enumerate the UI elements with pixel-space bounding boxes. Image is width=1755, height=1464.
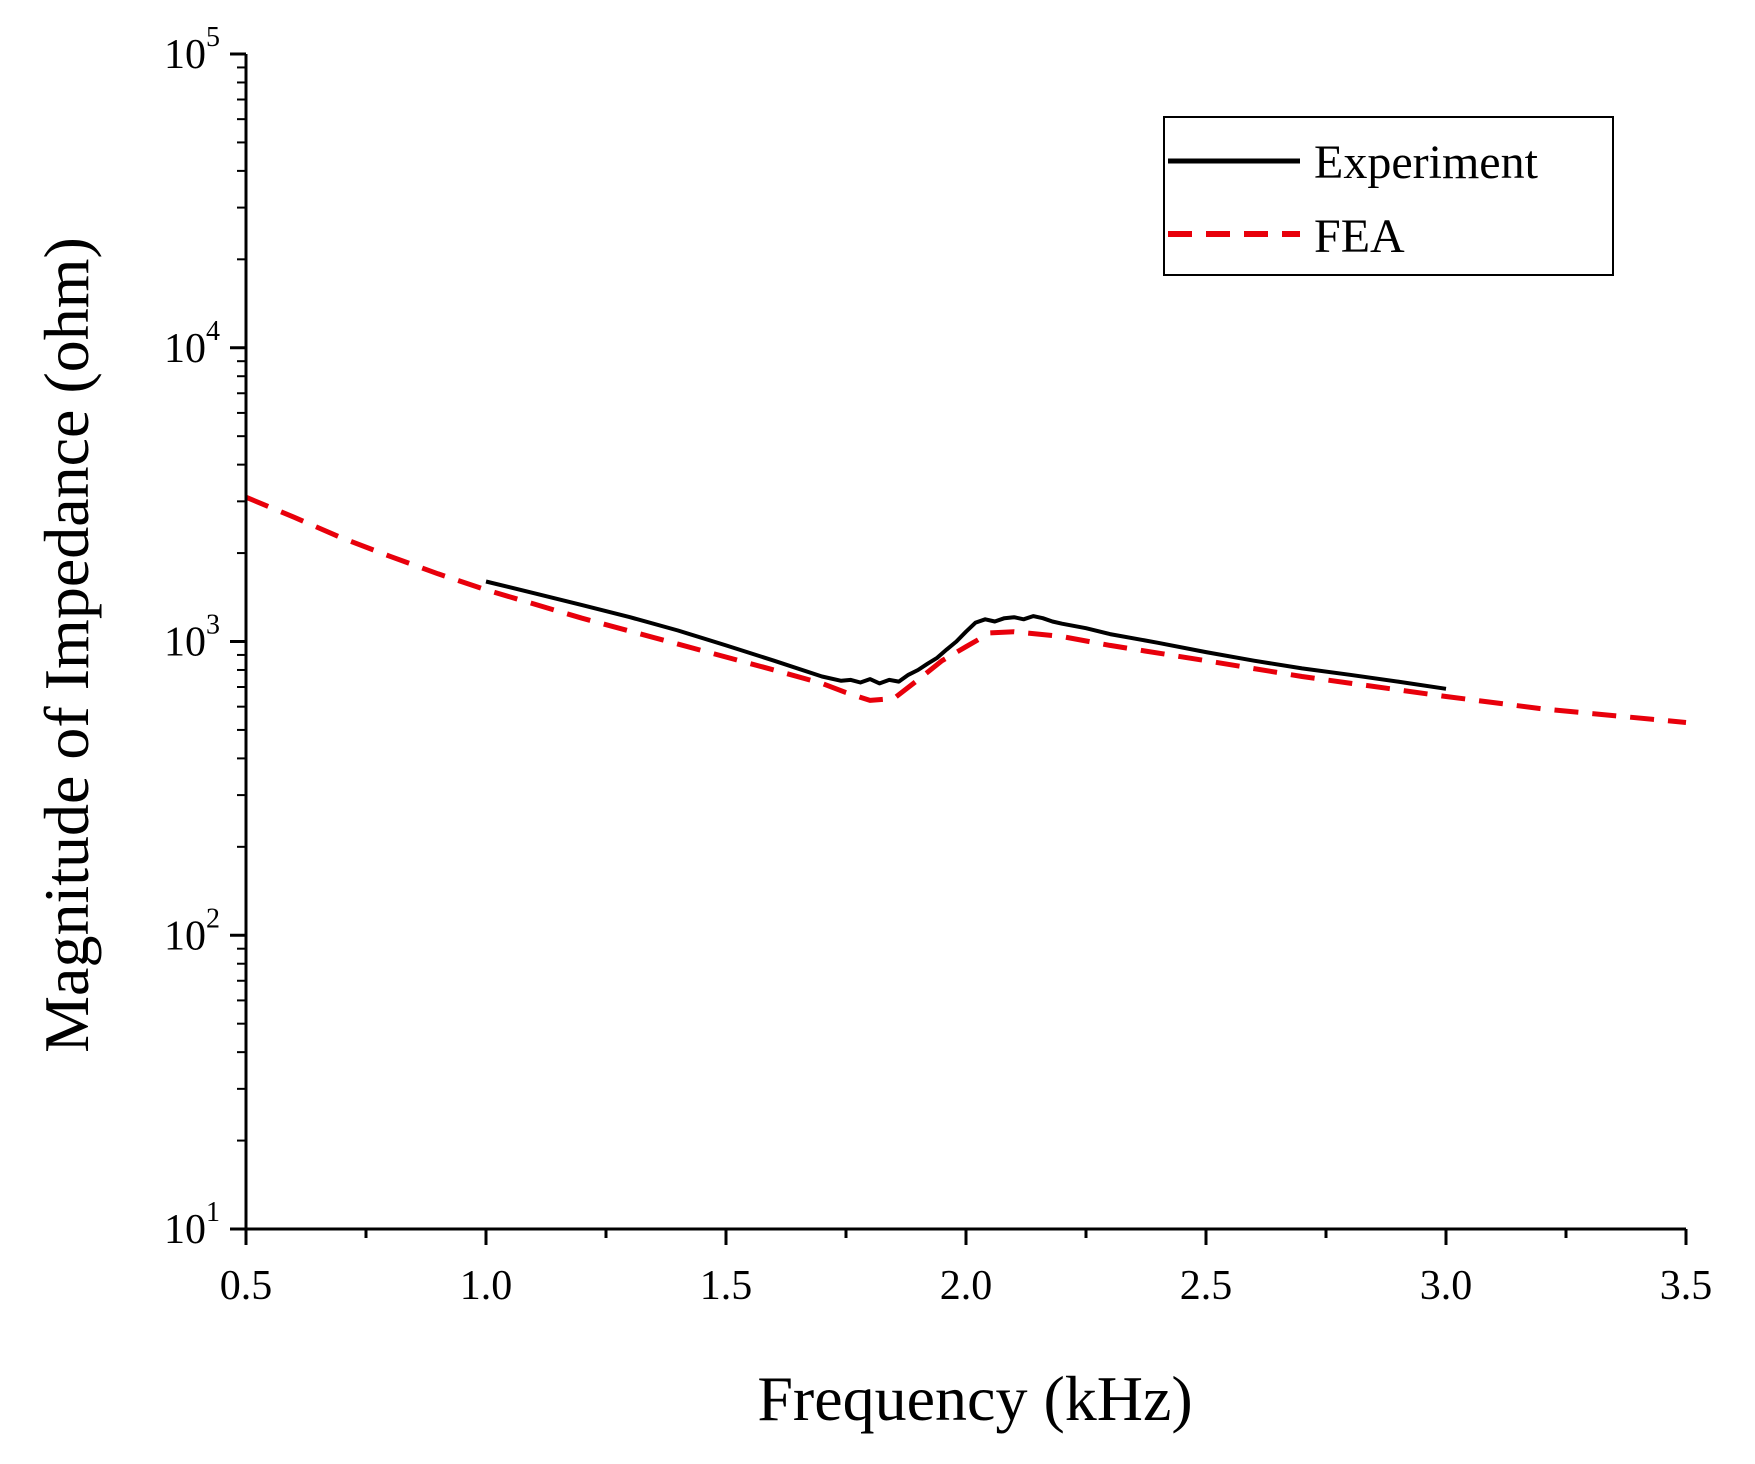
legend-label-fea: FEA: [1314, 210, 1405, 263]
x-tick-label: 1.0: [460, 1263, 513, 1309]
y-axis-title: Magnitude of Impedance (ohm): [31, 237, 102, 1053]
y-tick-label: 103: [164, 610, 220, 666]
legend-label-experiment: Experiment: [1314, 136, 1539, 189]
y-tick-label: 104: [164, 316, 220, 372]
x-tick-label: 3.5: [1660, 1263, 1713, 1309]
x-tick-label: 3.0: [1420, 1263, 1473, 1309]
axes-layer: 0.5 1.0 1.5 2.0 2.5 3.0 3.5 101 102 103 104 105: [164, 22, 1712, 1309]
x-tick-label: 2.5: [1180, 1263, 1233, 1309]
y-tick-label: 102: [164, 903, 220, 959]
y-tick-label: 105: [164, 22, 220, 78]
y-tick-label: 101: [164, 1197, 220, 1253]
series-line-fea: [245, 494, 1687, 725]
x-axis-title: Frequency (kHz): [757, 1363, 1192, 1434]
x-tick-label: 0.5: [220, 1263, 273, 1309]
x-tick-label: 1.5: [700, 1263, 753, 1309]
series-line-experiment: [485, 579, 1447, 691]
legend-box: [1163, 116, 1614, 276]
legend: Experiment FEA: [1163, 116, 1614, 276]
x-tick-label: 2.0: [940, 1263, 993, 1309]
series-layer: [245, 494, 1687, 725]
